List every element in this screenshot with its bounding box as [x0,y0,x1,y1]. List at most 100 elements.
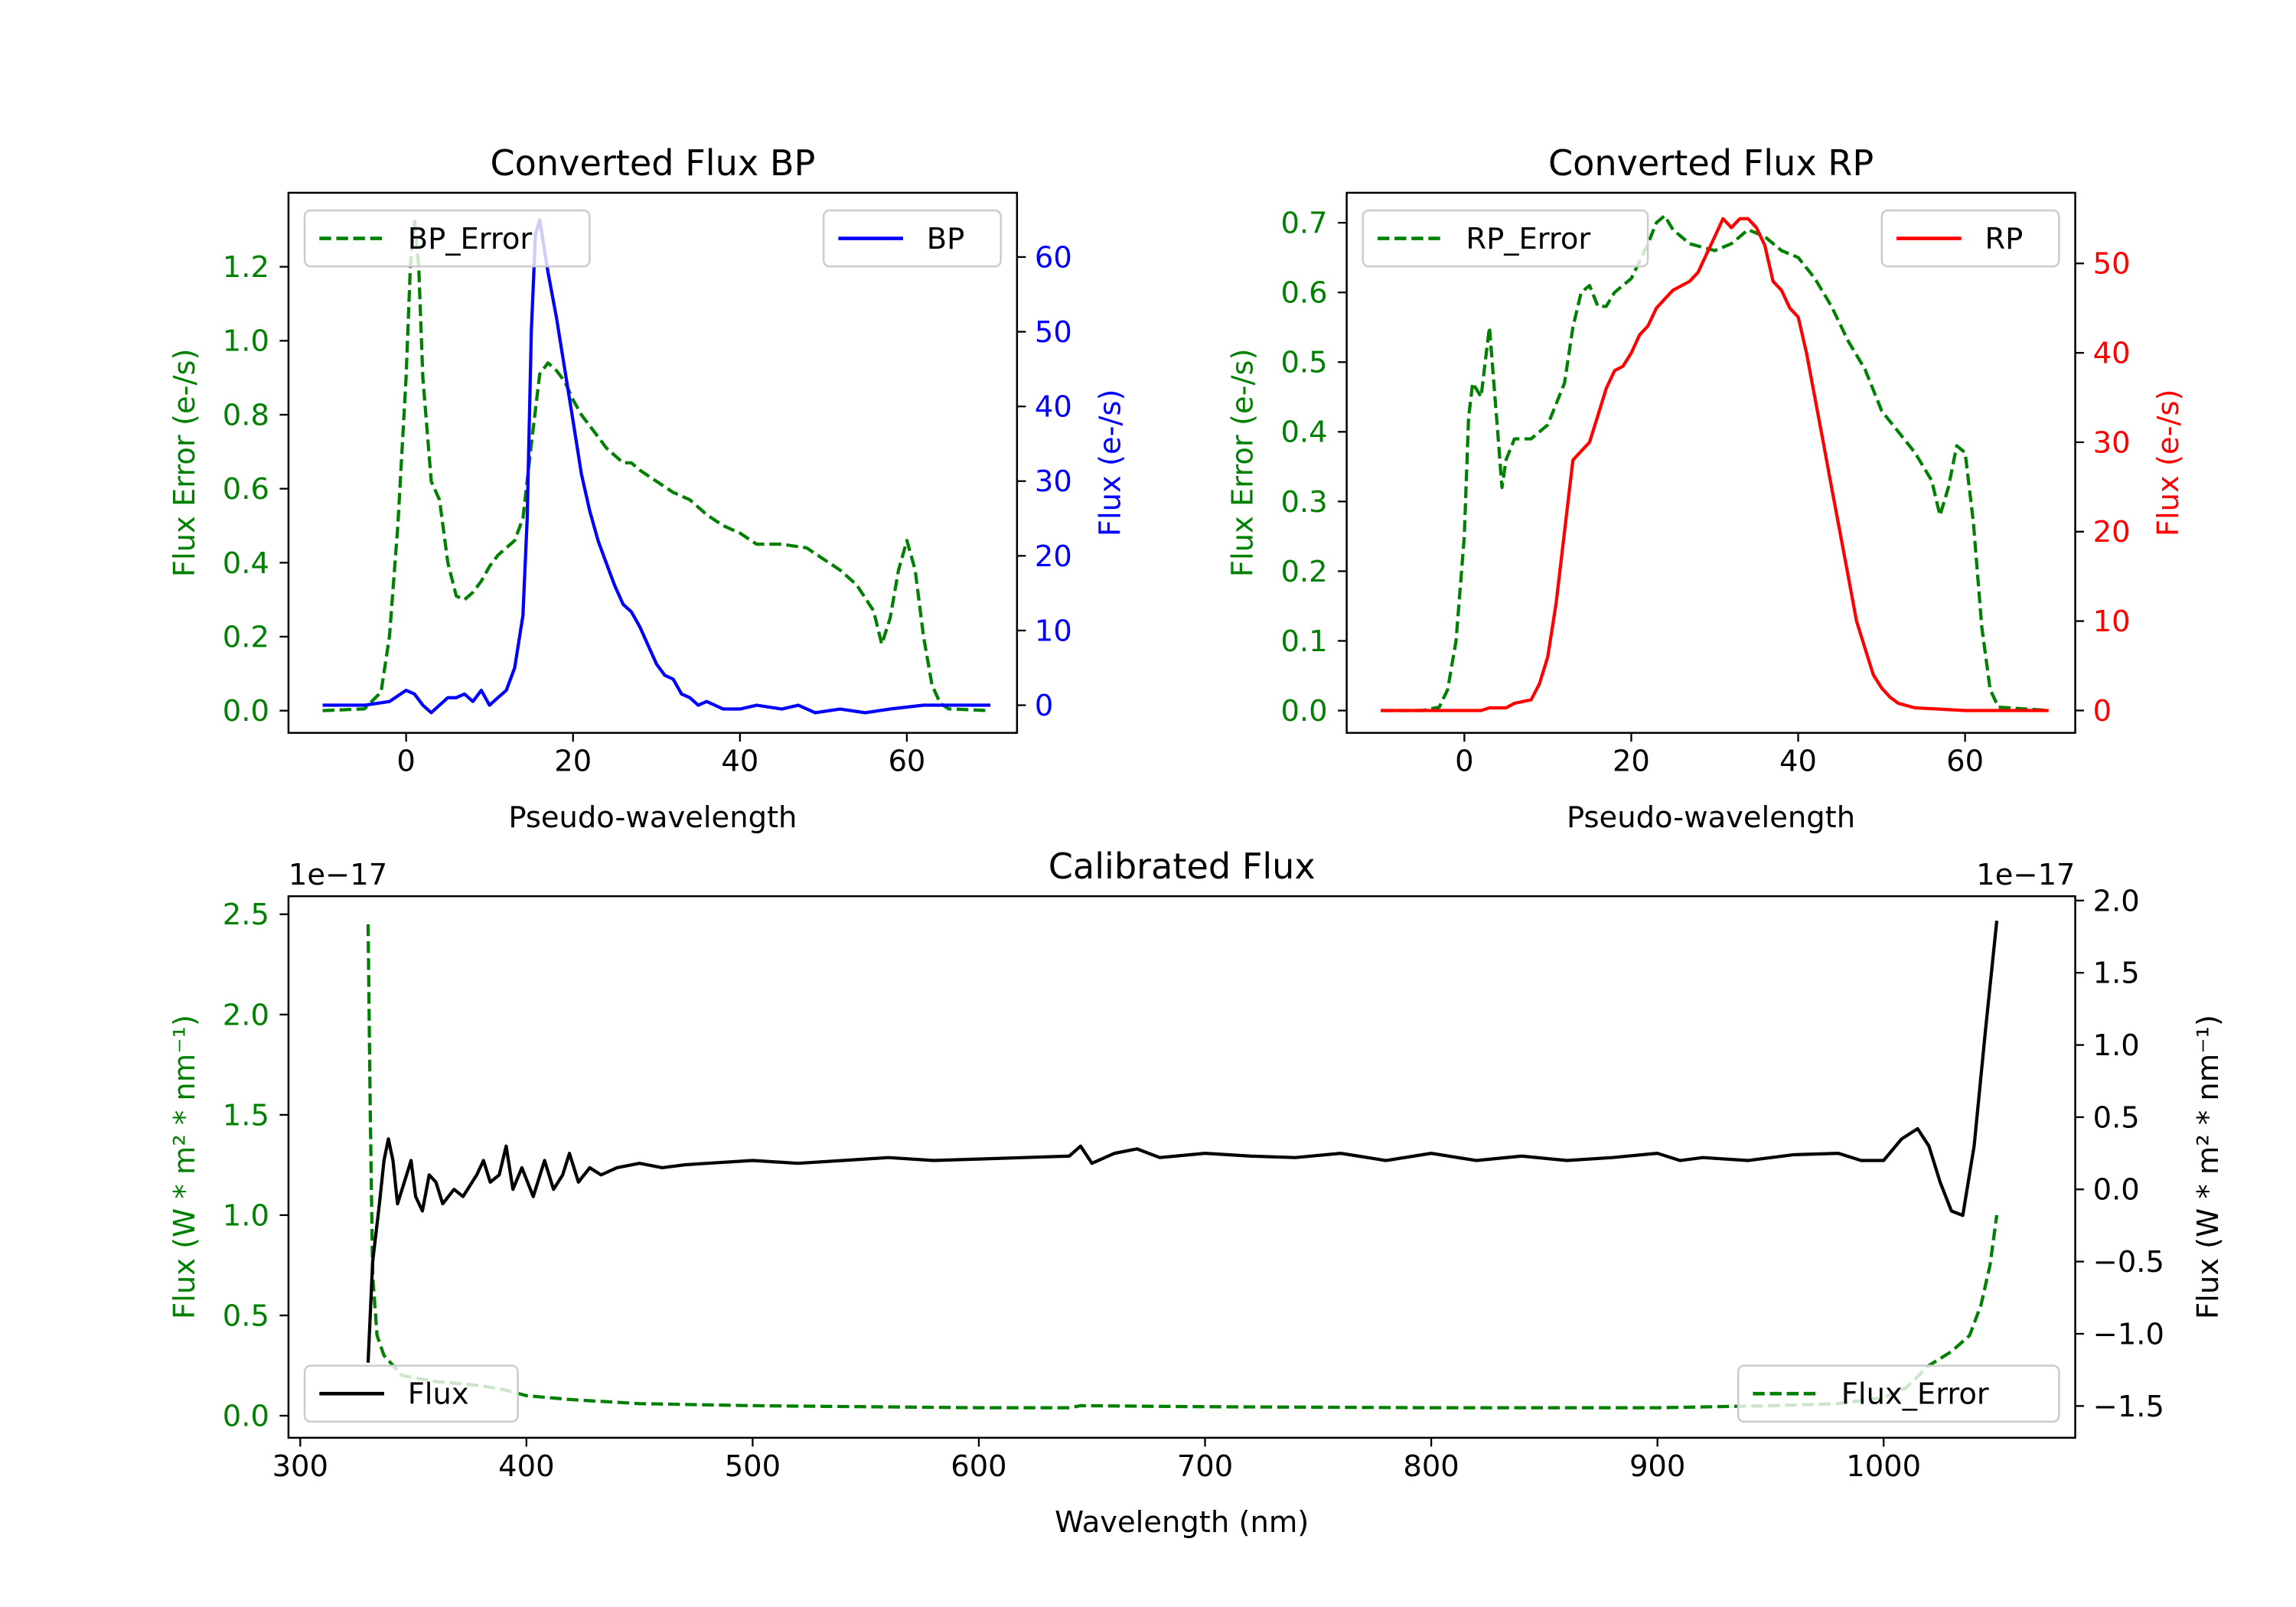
x-axis-label: Pseudo-wavelength [508,800,797,835]
chart-title: Converted Flux BP [490,142,815,184]
legend-box [1880,209,2060,268]
y-right-tick-label: 0.0 [2093,1173,2140,1208]
y-left-tick-label: 0.0 [1280,694,1327,729]
y-left-axis-label: Flux Error (e-/s) [168,348,202,577]
y-right-tick-label: 20 [1035,539,1072,574]
y-left-tick-label: 0.4 [223,546,269,581]
series-line-rp [1381,217,2049,712]
y-left-tick-label: 0.5 [1280,346,1327,380]
x-tick-label: 40 [721,745,758,779]
legend-label: BP [927,222,965,256]
y-right-tick-label: 0.5 [2093,1100,2140,1135]
x-tick-label: 600 [951,1449,1006,1484]
y-left-tick-label: 1.0 [223,1198,269,1233]
y-left-tick-label: 2.5 [223,898,269,932]
legend-label: BP_Error [408,222,533,256]
y-right-tick-label: 30 [2093,425,2131,460]
legend-label: Flux [408,1377,469,1412]
x-axis-label: Wavelength (nm) [1055,1505,1309,1540]
y-left-tick-label: 0.5 [223,1299,269,1333]
legend-box [822,209,1002,268]
y-left-tick-label: 0.6 [223,472,269,507]
y-right-tick-label: 10 [1035,614,1072,648]
y-right-tick-label: 50 [2093,247,2131,282]
series-line-bp-error [322,217,991,712]
legend-right: RP [1880,209,2060,268]
x-tick-label: 500 [725,1449,781,1484]
legend-right: Flux_Error [1737,1364,2060,1423]
x-tick-label: 20 [1613,745,1650,779]
legend-box [303,209,591,268]
y-right-axis-label: Flux (e-/s) [2151,389,2186,536]
legend-left: BP_Error [303,209,591,268]
legend-box [1737,1364,2060,1423]
y-right-tick-label: −1.5 [2093,1390,2164,1424]
y-left-offset-label: 1e−17 [289,858,387,892]
x-tick-label: 60 [888,745,925,779]
y-right-tick-label: 30 [1035,464,1072,499]
y-right-tick-label: 60 [1035,240,1072,275]
axes-frame [287,191,1019,734]
chart-panel-1: 0 20 40 60 0.0 0.2 0.4 0.6 0.8 1.0 1.2 0 10 20 30 40 50 6… [168,142,1128,835]
chart-panel-3: 300 400 500 600 700 800 900 1000 0.0 0.5 1.0 1.5 2.0… [168,846,2226,1540]
legend-box [1362,209,1649,268]
y-right-axis-label: Flux (W * m² * nm⁻¹) [2191,1015,2226,1319]
legend-box [303,1364,519,1423]
y-right-tick-label: 20 [2093,515,2131,549]
x-tick-label: 300 [272,1449,328,1484]
chart-title: Calibrated Flux [1049,846,1316,887]
series-line-bp [322,218,991,715]
y-left-tick-label: 1.5 [223,1098,269,1133]
legend-label: RP [1985,222,2023,256]
y-right-tick-label: 1.5 [2093,957,2140,991]
y-right-tick-label: −1.0 [2093,1317,2164,1351]
y-right-tick-label: 50 [1035,315,1072,350]
y-right-tick-label: 40 [1035,390,1072,425]
y-left-axis-label: Flux Error (e-/s) [1226,348,1261,577]
y-left-tick-label: 0.7 [1280,207,1327,241]
x-tick-label: 700 [1177,1449,1233,1484]
y-left-tick-label: 0.6 [1280,276,1327,311]
y-right-offset-label: 1e−17 [1976,858,2075,892]
x-tick-label: 0 [1455,745,1473,779]
y-right-tick-label: 1.0 [2093,1028,2140,1063]
series-line-rp-error [1381,214,2049,712]
y-left-tick-label: 0.8 [223,398,269,432]
x-axis-label: Pseudo-wavelength [1567,800,1855,835]
x-tick-label: 1000 [1846,1449,1921,1484]
y-right-tick-label: −0.5 [2093,1245,2164,1279]
legend-left: Flux [303,1364,519,1423]
y-left-tick-label: 1.2 [223,250,269,285]
series-line-flux [366,921,1999,1363]
x-tick-label: 400 [498,1449,554,1484]
y-right-tick-label: 40 [2093,337,2131,371]
x-tick-label: 20 [554,745,592,779]
legend-left: RP_Error [1362,209,1649,268]
x-tick-label: 900 [1629,1449,1685,1484]
y-right-tick-label: 10 [2093,605,2131,639]
x-tick-label: 60 [1946,745,1984,779]
y-left-tick-label: 0.1 [1280,624,1327,659]
axes-frame [287,895,2076,1439]
y-left-tick-label: 0.0 [223,694,269,729]
y-left-tick-label: 1.0 [223,324,269,359]
y-left-axis-label: Flux (W * m² * nm⁻¹) [168,1015,202,1319]
legend-right: BP [822,209,1002,268]
legend-label: RP_Error [1466,222,1590,256]
x-tick-label: 0 [396,745,415,779]
y-right-tick-label: 0 [2093,694,2112,729]
chart-title: Converted Flux RP [1548,142,1874,184]
y-right-tick-label: 2.0 [2093,884,2140,918]
legend-label: Flux_Error [1841,1377,1989,1412]
x-tick-label: 40 [1779,745,1817,779]
axes-frame [1345,191,2076,734]
y-left-tick-label: 0.0 [223,1399,269,1433]
x-tick-label: 800 [1403,1449,1459,1484]
y-left-tick-label: 0.3 [1280,485,1327,520]
y-left-tick-label: 0.2 [223,620,269,654]
y-right-tick-label: 0 [1035,689,1053,723]
y-left-tick-label: 2.0 [223,998,269,1032]
y-right-axis-label: Flux (e-/s) [1093,389,1127,536]
chart-panel-2: 0 20 40 60 0.0 0.1 0.2 0.3 0.4 0.5 0.6 0.7 0 10 20 30 40… [1226,142,2187,835]
